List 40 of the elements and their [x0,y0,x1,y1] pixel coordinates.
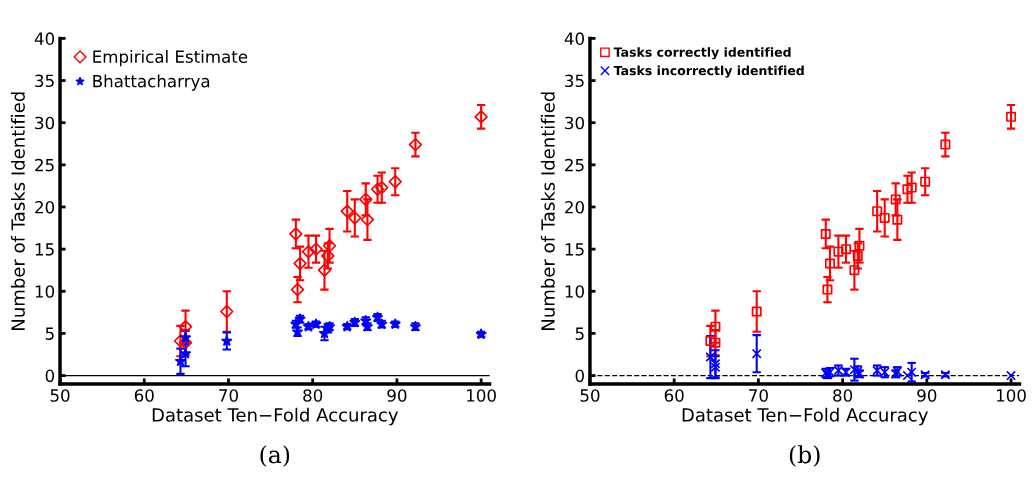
x-tick-label: 80 [303,389,323,402]
y-tick-label: 10 [35,285,55,298]
y-tick-label: 20 [565,200,584,214]
x-tick-label: 90 [387,389,407,402]
y-tick-label: 30 [565,116,584,130]
x-tick-label: 100 [996,389,1026,402]
x-tick-label: 60 [664,389,684,402]
x-axis-title: Dataset Ten−Fold Accuracy [152,407,399,426]
y-tick-label: 20 [35,200,55,214]
y-tick-label: 25 [35,158,54,172]
y-tick-label: 40 [564,32,584,45]
x-axis-title: Dataset Ten−Fold Accuracy [682,407,928,426]
y-tick-label: 30 [35,116,55,130]
x-tick-label: 70 [749,389,768,402]
x-tick-label: 50 [50,389,70,402]
y-tick-label: 0 [575,369,584,383]
y-tick-label: 35 [565,74,584,88]
y-axis-title: Number of Tasks Identified [540,92,555,330]
y-tick-label: 0 [45,369,55,383]
y-tick-label: 35 [35,74,54,88]
legend-label: Bhattacharrya [93,74,210,91]
y-tick-label: 40 [34,32,55,45]
x-tick-label: 80 [833,389,853,402]
legend-label: Tasks incorrectly identified [613,65,804,78]
x-tick-label: 90 [917,389,937,402]
x-tick-label: 60 [134,389,154,402]
y-tick-label: 15 [35,243,54,256]
text: (a) [260,445,290,467]
y-tick-label: 5 [45,327,54,340]
y-tick-label: 5 [575,327,584,340]
legend-label: Tasks correctly identified [613,47,791,60]
x-tick-label: 100 [467,389,496,402]
text: (b) [789,445,820,467]
x-tick-label: 50 [580,389,600,402]
y-axis-title: Number of Tasks Identified [10,92,25,330]
y-tick-label: 25 [565,158,584,172]
x-tick-label: 70 [219,389,238,402]
y-tick-label: 10 [565,285,584,298]
y-tick-label: 15 [565,243,584,256]
legend-label: Empirical Estimate [93,50,248,67]
